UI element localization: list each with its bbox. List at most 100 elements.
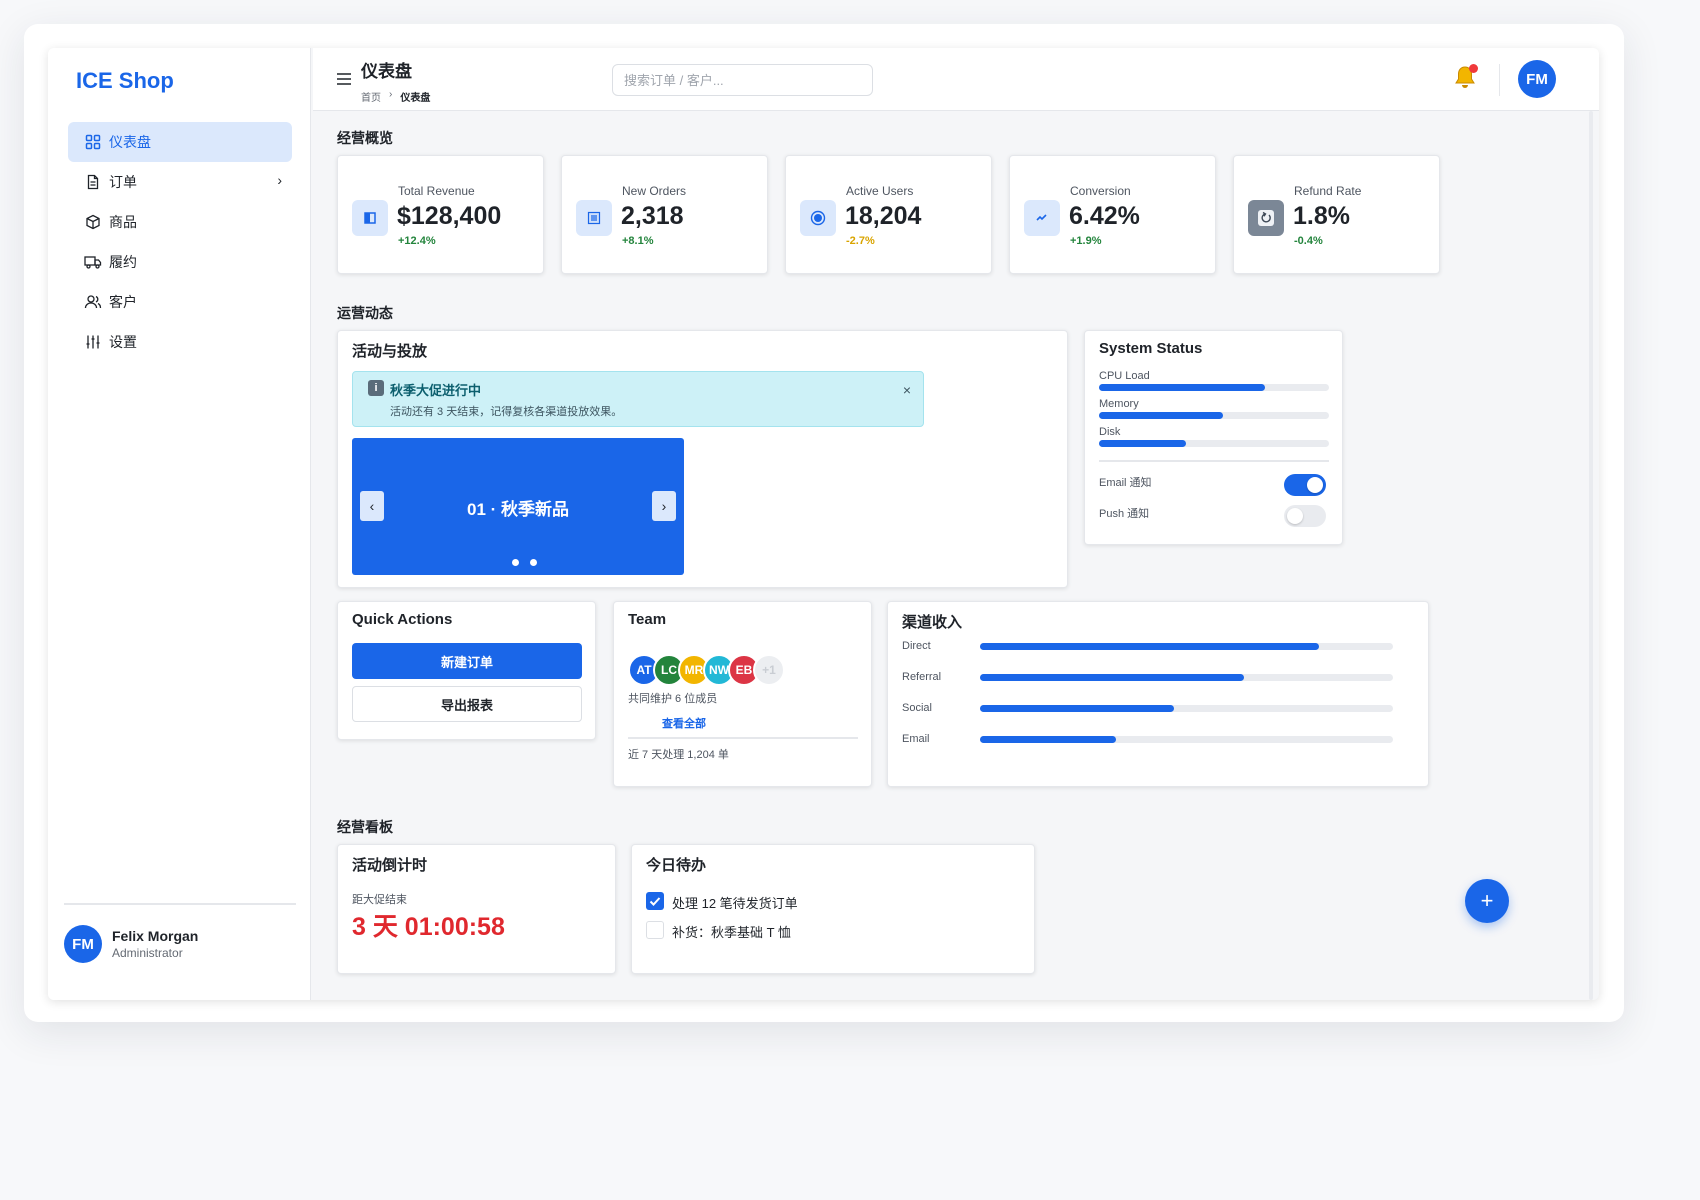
stat-card-users[interactable]: Active Users 18,204 -2.7% (785, 155, 992, 274)
cube-icon (84, 213, 102, 231)
stat-value: 6.42% (1069, 202, 1140, 230)
close-icon[interactable]: × (902, 382, 911, 398)
sidebar-item-dashboard[interactable]: 仪表盘 (68, 122, 292, 162)
sidebar-item-orders[interactable]: 订单 › (68, 162, 292, 202)
breadcrumb-separator: › (389, 89, 393, 100)
status-label: Disk (1099, 426, 1121, 438)
channel-label: Email (902, 733, 930, 745)
new-order-button[interactable]: 新建订单 (352, 643, 582, 679)
target-icon (800, 200, 836, 236)
channel-bar (980, 705, 1175, 712)
divider (1099, 460, 1329, 462)
sidebar-item-fulfillment[interactable]: 履约 (68, 242, 292, 282)
sidebar-item-products[interactable]: 商品 (68, 202, 292, 242)
status-label: CPU Load (1099, 370, 1150, 382)
chevron-right-icon: › (277, 172, 282, 188)
main-content: 经营概览 Total Revenue $128,400 +12.4% New O… (313, 111, 1599, 1000)
search-input[interactable] (612, 64, 873, 96)
scrollbar[interactable] (1589, 111, 1593, 1000)
card-title: 活动与投放 (352, 343, 428, 360)
refund-icon (1248, 200, 1284, 236)
toggle-knob (1287, 508, 1303, 524)
carousel-dot[interactable] (512, 559, 519, 566)
notification-dot (1469, 64, 1478, 73)
stat-value: 18,204 (845, 202, 922, 230)
stat-label: Conversion (1070, 184, 1131, 198)
breadcrumb-home[interactable]: 首页 (361, 93, 381, 104)
sidebar-item-customers[interactable]: 客户 (68, 282, 292, 322)
carousel-dot[interactable] (530, 559, 537, 566)
status-bar-cpu (1099, 384, 1265, 391)
avatar[interactable]: FM (1518, 60, 1556, 98)
card-title: Team (628, 611, 667, 628)
truck-icon (84, 253, 102, 271)
email-notification-toggle[interactable] (1284, 474, 1326, 496)
alert-title: 秋季大促进行中 (390, 383, 482, 398)
sidebar-item-label: 商品 (109, 214, 137, 230)
sidebar: ICE Shop 仪表盘 订单 › 商品 (48, 48, 311, 1000)
stat-label: New Orders (622, 184, 687, 198)
bell-icon[interactable] (1453, 64, 1479, 92)
hamburger-menu-icon[interactable] (335, 70, 353, 88)
card-title: 今日待办 (646, 857, 707, 874)
stat-delta: +8.1% (622, 235, 654, 247)
stat-value: $128,400 (397, 202, 502, 230)
push-notification-toggle[interactable] (1284, 505, 1326, 527)
topbar: 仪表盘 首页 › 仪表盘 FM (313, 48, 1599, 111)
carousel-slide-title: 01 · 秋季新品 (466, 500, 570, 519)
channel-bar (980, 674, 1245, 681)
sidebar-item-settings[interactable]: 设置 (68, 322, 292, 362)
todo-checkbox[interactable] (646, 921, 664, 939)
carousel[interactable]: ‹ 01 · 秋季新品 › (352, 438, 684, 575)
card-title: 渠道收入 (902, 614, 963, 631)
sidebar-item-label: 设置 (109, 334, 137, 350)
card-title: Quick Actions (352, 611, 453, 628)
card-title: 活动倒计时 (352, 857, 428, 874)
quick-actions-card: Quick Actions 新建订单 导出报表 (337, 601, 596, 740)
carousel-next-button[interactable]: › (652, 491, 676, 521)
channel-bar (980, 736, 1117, 743)
toggle-label: Email 通知 (1099, 477, 1152, 489)
view-all-link[interactable]: 查看全部 (662, 718, 706, 730)
breadcrumb-current: 仪表盘 (400, 93, 431, 104)
users-icon (84, 293, 102, 311)
system-status-card: System Status CPU Load Memory Disk Email… (1084, 330, 1343, 545)
sidebar-item-label: 仪表盘 (109, 134, 151, 150)
brand-logo[interactable]: ICE Shop (76, 68, 174, 93)
user-info: Felix Morgan Administrator (112, 928, 198, 960)
todo-item-label: 处理 12 笔待发货订单 (672, 896, 798, 911)
channel-track (980, 705, 1393, 712)
team-card: Team AT LC MR NW EB +1 共同维护 6 位成员 查看全部 近 7 天处… (613, 601, 872, 787)
stat-delta: +1.9% (1070, 235, 1102, 247)
carousel-prev-button[interactable]: ‹ (360, 491, 384, 521)
countdown-value: 3 天 01:00:58 (352, 913, 505, 941)
user-profile[interactable]: FM Felix Morgan Administrator (64, 925, 198, 963)
page-title: 仪表盘 (361, 62, 412, 81)
app-shell: ICE Shop 仪表盘 订单 › 商品 (48, 48, 1599, 1000)
toggle-knob (1307, 477, 1323, 493)
channel-label: Direct (902, 640, 931, 652)
status-label: Memory (1099, 398, 1139, 410)
document-icon (84, 173, 102, 191)
team-more-avatar[interactable]: +1 (753, 654, 785, 686)
stat-card-orders[interactable]: New Orders 2,318 +8.1% (561, 155, 768, 274)
list-icon (576, 200, 612, 236)
card-title: System Status (1099, 340, 1203, 357)
channel-track (980, 674, 1393, 681)
section-title-ops: 运营动态 (337, 305, 393, 321)
avatar: FM (64, 925, 102, 963)
stat-label: Active Users (846, 184, 914, 198)
export-report-button[interactable]: 导出报表 (352, 686, 582, 722)
campaign-card: 活动与投放 i 秋季大促进行中 活动还有 3 天结束，记得复核各渠道投放效果。 … (337, 330, 1068, 588)
add-fab-button[interactable]: + (1465, 879, 1509, 923)
stat-label: Total Revenue (398, 184, 475, 198)
stat-card-conversion[interactable]: Conversion 6.42% +1.9% (1009, 155, 1216, 274)
channel-revenue-card: 渠道收入 Direct Referral Social Email (887, 601, 1429, 787)
sidebar-item-label: 客户 (109, 294, 137, 310)
status-track (1099, 440, 1329, 447)
todo-checkbox[interactable] (646, 892, 664, 910)
stat-card-revenue[interactable]: Total Revenue $128,400 +12.4% (337, 155, 544, 274)
countdown-card: 活动倒计时 距大促结束 3 天 01:00:58 (337, 844, 616, 974)
stat-card-refund[interactable]: Refund Rate 1.8% -0.4% (1233, 155, 1440, 274)
sliders-icon (84, 333, 102, 351)
